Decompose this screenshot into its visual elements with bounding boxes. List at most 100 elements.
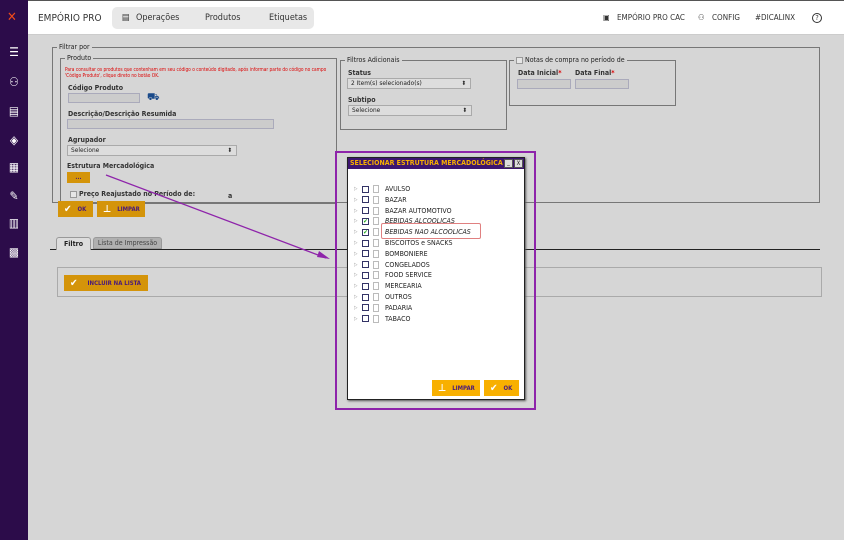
tab-lista-impressao[interactable]: Lista de Impressão: [93, 237, 162, 249]
required-mark: *: [558, 69, 562, 77]
store-button[interactable]: EMPÓRIO PRO CAC: [617, 13, 685, 22]
expand-icon[interactable]: ▷: [354, 240, 358, 246]
tree-item[interactable]: ▷ TABACO: [354, 314, 410, 324]
chart-icon[interactable]: ▥: [8, 216, 20, 230]
document-icon: [373, 206, 379, 215]
tab-filtro[interactable]: Filtro: [56, 237, 91, 250]
broom-icon: ⊥: [438, 382, 447, 394]
notas-checkbox[interactable]: [516, 56, 523, 64]
tree-checkbox[interactable]: [362, 239, 369, 247]
produto-legend: Produto: [67, 54, 92, 62]
tree-checkbox[interactable]: ✔: [362, 228, 369, 236]
incluir-button[interactable]: ✔ INCLUIR NA LISTA: [64, 275, 148, 291]
tree-item[interactable]: ▷ BISCOITOS e SNACKS: [354, 238, 452, 248]
tree-item-label: BEBIDAS ALCOOLICAS: [385, 217, 455, 226]
tree-checkbox[interactable]: [362, 261, 369, 269]
data-final-input[interactable]: [575, 79, 629, 89]
tree-checkbox[interactable]: [362, 293, 369, 301]
tree-item[interactable]: ▷ PADARIA: [354, 303, 412, 313]
required-mark: *: [611, 69, 615, 77]
data-inicial-input[interactable]: [517, 79, 571, 89]
expand-icon[interactable]: ▷: [354, 218, 358, 225]
tree-item[interactable]: ▷ BAZAR: [354, 195, 407, 205]
tag-icon[interactable]: ◈: [9, 133, 19, 147]
tree-checkbox[interactable]: [362, 207, 369, 215]
expand-icon[interactable]: ▷: [354, 272, 358, 279]
dialog-ok-button[interactable]: ✔ OK: [484, 380, 519, 396]
expand-icon[interactable]: ▷: [354, 283, 358, 290]
expand-icon[interactable]: ▷: [354, 304, 358, 311]
dialog-limpar-button[interactable]: ⊥ LIMPAR: [432, 380, 480, 396]
tree-item[interactable]: ▷ OUTROS: [354, 292, 412, 302]
arrow-line: [105, 174, 327, 259]
expand-icon[interactable]: ▷: [354, 261, 358, 268]
breadcrumb-produtos[interactable]: Produtos: [205, 13, 241, 23]
tree-item-label: BAZAR AUTOMOTIVO: [385, 206, 452, 215]
tree-item[interactable]: ▷ MERCEARIA: [354, 281, 422, 291]
tree-checkbox[interactable]: [362, 196, 369, 204]
expand-icon[interactable]: ▷: [354, 186, 358, 192]
check-icon: ✔: [70, 277, 78, 289]
config-button[interactable]: CONFIG: [712, 13, 740, 22]
receipt-icon[interactable]: ▦: [8, 160, 20, 174]
expand-icon[interactable]: ▷: [354, 229, 358, 236]
binoculars-icon[interactable]: ⛟: [147, 92, 160, 103]
document-icon: [373, 249, 379, 258]
tree-item[interactable]: ▷ BOMBONIERE: [354, 249, 428, 259]
document-icon: [373, 260, 379, 269]
tree-item[interactable]: ▷ AVULSO: [354, 184, 410, 194]
breadcrumb: ▤ Operações Produtos Etiquetas: [112, 7, 314, 29]
hint-text: Para consultar os produtos que contenham…: [65, 68, 327, 79]
document-icon: [373, 293, 379, 301]
agrupador-select[interactable]: Selecione: [67, 145, 237, 156]
expand-icon[interactable]: ▷: [354, 294, 358, 300]
users-icon[interactable]: ⚇: [9, 75, 19, 89]
tree-item[interactable]: ▷ CONGELADOS: [354, 260, 430, 270]
subtipo-label: Subtipo: [348, 96, 376, 104]
document-icon: [373, 217, 379, 226]
produto-fieldset: Produto: [60, 54, 337, 204]
dicalinx-link[interactable]: #DICALINX: [755, 13, 796, 22]
check-icon: ✔: [64, 203, 72, 215]
subtipo-select[interactable]: Selecione: [348, 105, 472, 116]
notas-legend: Notas de compra no período de: [514, 56, 627, 64]
expand-icon[interactable]: ▷: [354, 250, 358, 257]
limpar-button[interactable]: ⊥ LIMPAR: [97, 201, 145, 217]
menu-icon[interactable]: ☰: [9, 45, 19, 59]
tree-checkbox[interactable]: ✔: [362, 217, 369, 225]
tree-checkbox[interactable]: [362, 250, 369, 258]
expand-icon[interactable]: ▷: [354, 207, 358, 214]
tree-checkbox[interactable]: [362, 315, 369, 323]
tree-checkbox[interactable]: [362, 304, 369, 312]
tree-checkbox[interactable]: [362, 282, 369, 290]
agrupador-label: Agrupador: [68, 136, 106, 144]
tree-item[interactable]: ▷ ✔ BEBIDAS NAO ALCOOLICAS: [354, 227, 471, 237]
status-select[interactable]: 2 Item(s) selecionado(s): [347, 78, 471, 89]
logo-icon: ✕: [7, 10, 17, 25]
clipboard-icon[interactable]: ▤: [8, 104, 20, 118]
close-button[interactable]: X: [514, 159, 523, 168]
codigo-label: Código Produto: [68, 84, 124, 92]
expand-icon[interactable]: ▷: [354, 196, 358, 203]
codigo-input[interactable]: [68, 93, 140, 103]
estrutura-button[interactable]: ...: [67, 172, 90, 183]
preco-checkbox[interactable]: [70, 191, 77, 198]
limpar-label: LIMPAR: [117, 205, 140, 213]
minimize-button[interactable]: _: [504, 159, 513, 168]
breadcrumb-etiquetas[interactable]: Etiquetas: [269, 13, 308, 23]
ok-button[interactable]: ✔ OK: [58, 201, 93, 217]
tree-checkbox[interactable]: [362, 185, 369, 193]
tree-item[interactable]: ▷ BAZAR AUTOMOTIVO: [354, 206, 452, 216]
data-inicial-label: Data Inicial: [518, 69, 559, 77]
tree-item[interactable]: ▷ ✔ BEBIDAS ALCOOLICAS: [354, 216, 455, 226]
breadcrumb-operacoes[interactable]: Operações: [136, 13, 180, 23]
expand-icon[interactable]: ▷: [354, 315, 358, 322]
tree-item[interactable]: ▷ FOOD SERVICE: [354, 270, 432, 280]
tree-checkbox[interactable]: [362, 271, 369, 279]
edit-icon[interactable]: ✎: [9, 189, 19, 203]
descricao-input[interactable]: [67, 119, 274, 129]
building-icon[interactable]: ▩: [8, 245, 20, 259]
document-icon: [373, 314, 379, 323]
preco-label: Preço Reajustado no Período de:: [79, 190, 196, 198]
help-icon[interactable]: ?: [812, 13, 822, 23]
